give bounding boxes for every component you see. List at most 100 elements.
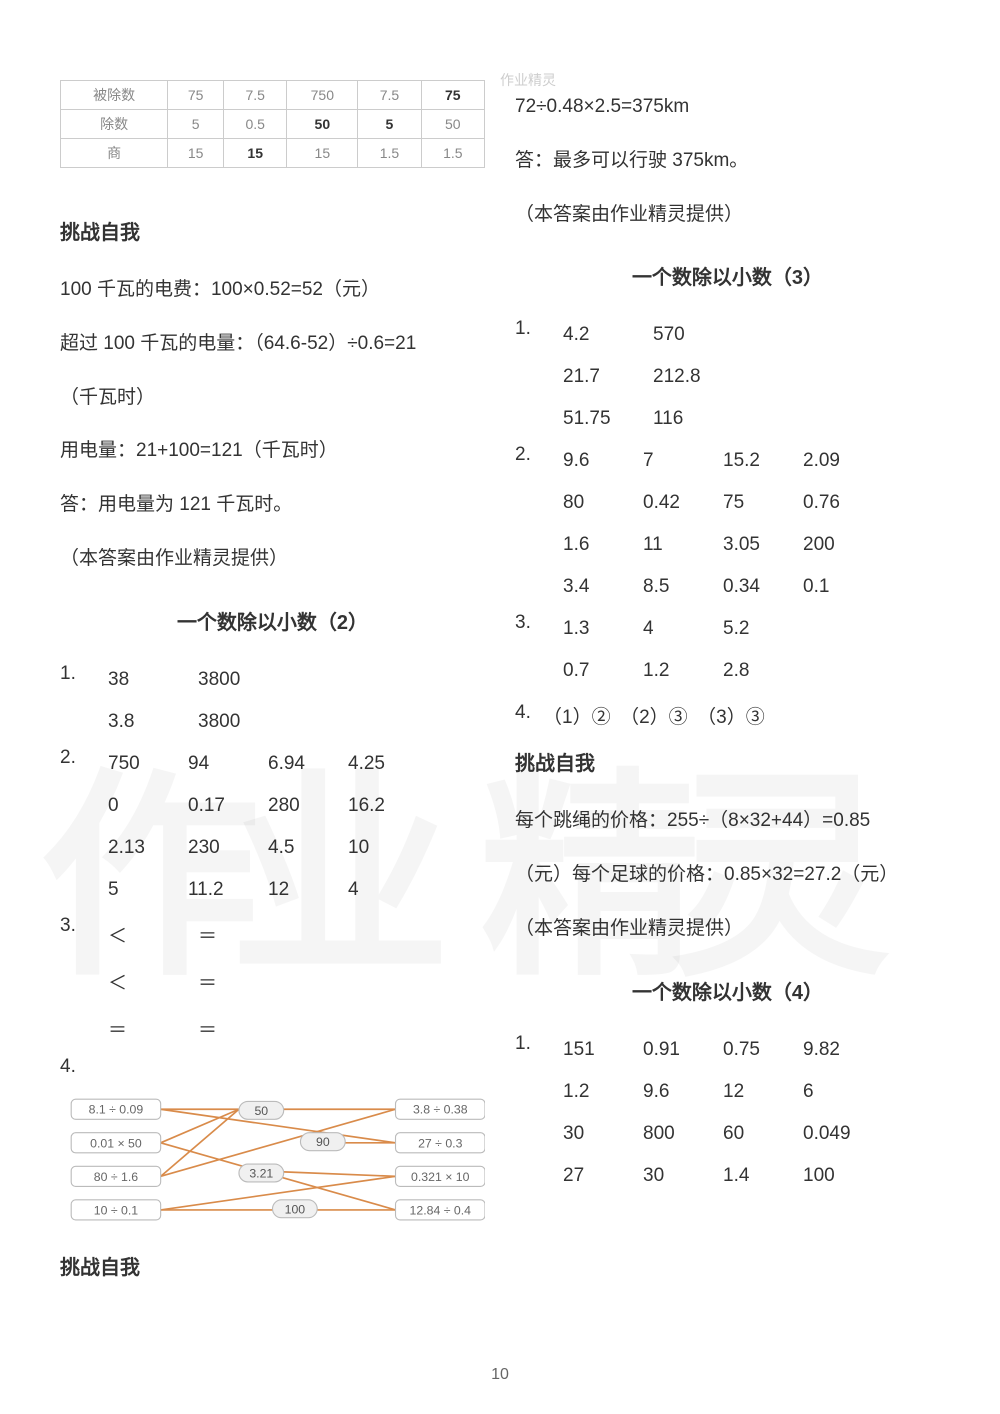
q-index: 1. bbox=[515, 318, 543, 340]
answer-cell: 3800 bbox=[198, 669, 288, 691]
answer-cell: 200 bbox=[803, 534, 883, 556]
answer-cell: 2.8 bbox=[723, 660, 803, 682]
answer-cell: 30 bbox=[643, 1165, 723, 1187]
answer-cell: 94 bbox=[188, 753, 268, 775]
answer-cell: 2.13 bbox=[108, 837, 188, 859]
question-1: 1. 1510.910.759.821.29.612630800600.0492… bbox=[515, 1033, 940, 1193]
answer-cell: 6 bbox=[803, 1081, 883, 1103]
right-column: 72÷0.48×2.5=375km 答：最多可以行驶 375km。 （本答案由作… bbox=[515, 80, 940, 1298]
challenge-heading: 挑战自我 bbox=[515, 747, 940, 776]
answer-grid: 3838003.83800 bbox=[108, 669, 288, 733]
answer-cell: 0.1 bbox=[803, 576, 883, 598]
left-column: 被除数757.57507.575除数50.550550商1515151.51.5… bbox=[60, 80, 485, 1298]
table-cell: 商 bbox=[61, 139, 168, 168]
text-line: 答：最多可以行驶 375km。 bbox=[515, 140, 940, 182]
question-4: 4. bbox=[60, 1056, 485, 1078]
answer-cell: 6.94 bbox=[268, 753, 348, 775]
answer-cell: 10 bbox=[348, 837, 428, 859]
text-line: 72÷0.48×2.5=375km bbox=[515, 86, 940, 128]
q-index: 4. bbox=[60, 1056, 88, 1078]
section-title-2: 一个数除以小数（2） bbox=[60, 606, 485, 635]
q-index: 4. bbox=[515, 702, 543, 724]
svg-text:0.321 × 10: 0.321 × 10 bbox=[411, 1170, 470, 1184]
answer-cell: 100 bbox=[803, 1165, 883, 1187]
table-cell: 5 bbox=[358, 110, 421, 139]
answer-cell: 750 bbox=[108, 753, 188, 775]
answer-cell: 21.7 bbox=[563, 366, 653, 388]
answer-cell: 0.049 bbox=[803, 1123, 883, 1145]
answer-cell: 0.7 bbox=[563, 660, 643, 682]
question-3: 3. ＜＝＜＝＝＝ bbox=[60, 915, 485, 1048]
answer-cell: 15.2 bbox=[723, 450, 803, 472]
answer-cell: 0.75 bbox=[723, 1039, 803, 1061]
text-line: 100 千瓦的电费：100×0.52=52（元） bbox=[60, 269, 485, 311]
text-line: （本答案由作业精灵提供） bbox=[60, 538, 485, 580]
text-line: （本答案由作业精灵提供） bbox=[515, 194, 940, 236]
watermark-top: 作业精灵 bbox=[500, 70, 556, 90]
answer-cell: 4.2 bbox=[563, 324, 653, 346]
table-cell: 50 bbox=[287, 110, 358, 139]
answer-cell: ＝ bbox=[198, 921, 288, 948]
answer-cell: 570 bbox=[653, 324, 743, 346]
text-line: 用电量：21+100=121（千瓦时） bbox=[60, 430, 485, 472]
table-cell: 50 bbox=[421, 110, 484, 139]
table-cell: 15 bbox=[224, 139, 287, 168]
answer-cell: 8.5 bbox=[643, 576, 723, 598]
answer-cell: 12 bbox=[268, 879, 348, 901]
section-title-3: 一个数除以小数（3） bbox=[515, 261, 940, 290]
answer-cell: 151 bbox=[563, 1039, 643, 1061]
svg-text:27 ÷ 0.3: 27 ÷ 0.3 bbox=[418, 1136, 463, 1150]
svg-text:10 ÷ 0.1: 10 ÷ 0.1 bbox=[94, 1203, 139, 1217]
table-cell: 7.5 bbox=[358, 81, 421, 110]
question-3: 3. 1.345.20.71.22.8 bbox=[515, 612, 940, 688]
answer-cell: ＜ bbox=[108, 921, 198, 948]
svg-text:100: 100 bbox=[285, 1202, 306, 1216]
answer-cell: 11 bbox=[643, 534, 723, 556]
answer-cell: 800 bbox=[643, 1123, 723, 1145]
division-table: 被除数757.57507.575除数50.550550商1515151.51.5 bbox=[60, 80, 485, 168]
answer-cell: 3.4 bbox=[563, 576, 643, 598]
answer-grid: ＜＝＜＝＝＝ bbox=[108, 921, 288, 1042]
table-cell: 75 bbox=[168, 81, 224, 110]
answer-cell: 1.2 bbox=[563, 1081, 643, 1103]
svg-text:50: 50 bbox=[254, 1104, 268, 1118]
svg-text:90: 90 bbox=[316, 1135, 330, 1149]
answer-cell: 5.2 bbox=[723, 618, 803, 640]
answer-cell: 51.75 bbox=[563, 408, 653, 430]
svg-text:3.21: 3.21 bbox=[249, 1166, 273, 1180]
answer-cell: 0.42 bbox=[643, 492, 723, 514]
page-number: 10 bbox=[0, 1366, 1000, 1384]
table-cell: 15 bbox=[287, 139, 358, 168]
table-cell: 除数 bbox=[61, 110, 168, 139]
answer-cell: 1.2 bbox=[643, 660, 723, 682]
q-index: 2. bbox=[60, 747, 88, 769]
question-1: 1. 4.257021.7212.851.75116 bbox=[515, 318, 940, 436]
text-line: （千瓦时） bbox=[60, 377, 485, 419]
answer-cell: 1.4 bbox=[723, 1165, 803, 1187]
page: 被除数757.57507.575除数50.550550商1515151.51.5… bbox=[0, 0, 1000, 1338]
answer-cell: 0.17 bbox=[188, 795, 268, 817]
answer-cell: 0.34 bbox=[723, 576, 803, 598]
answer-cell: 4.25 bbox=[348, 753, 428, 775]
table-cell: 7.5 bbox=[224, 81, 287, 110]
svg-text:0.01 × 50: 0.01 × 50 bbox=[90, 1136, 142, 1150]
answer-cell: ＝ bbox=[198, 968, 288, 995]
answer-cell: 60 bbox=[723, 1123, 803, 1145]
answer-cell: ＜ bbox=[108, 968, 198, 995]
q-index: 1. bbox=[60, 663, 88, 685]
q-index: 3. bbox=[515, 612, 543, 634]
svg-text:12.84 ÷ 0.4: 12.84 ÷ 0.4 bbox=[410, 1203, 472, 1217]
answer-cell: 4 bbox=[348, 879, 428, 901]
svg-text:8.1 ÷ 0.09: 8.1 ÷ 0.09 bbox=[89, 1103, 144, 1117]
answer-cell: 230 bbox=[188, 837, 268, 859]
svg-text:80 ÷ 1.6: 80 ÷ 1.6 bbox=[94, 1170, 139, 1184]
challenge-heading: 挑战自我 bbox=[60, 216, 485, 245]
answer-cell: 5 bbox=[108, 879, 188, 901]
answer-cell: ＝ bbox=[198, 1015, 288, 1042]
answer-cell: 1.3 bbox=[563, 618, 643, 640]
answer-cell: 38 bbox=[108, 669, 198, 691]
text-line: （本答案由作业精灵提供） bbox=[515, 908, 940, 950]
question-2: 2. 750946.944.2500.1728016.22.132304.510… bbox=[60, 747, 485, 907]
answer-cell: 2.09 bbox=[803, 450, 883, 472]
answer-cell: 3.05 bbox=[723, 534, 803, 556]
